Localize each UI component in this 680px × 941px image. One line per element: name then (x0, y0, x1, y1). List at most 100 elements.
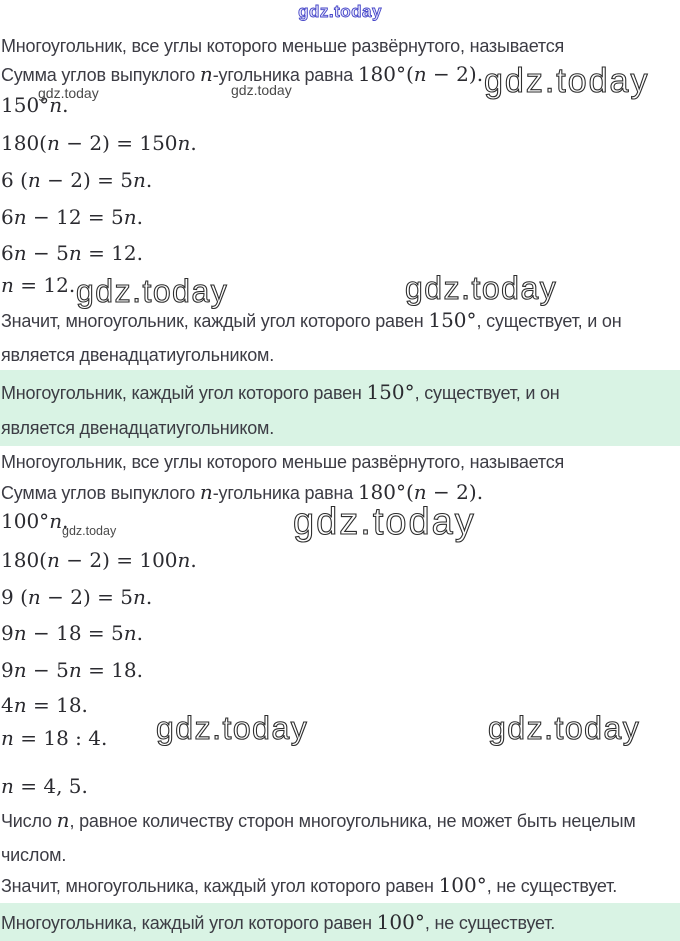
math-variable: n (46, 548, 60, 572)
text-segment: , равное количеству сторон многоугольник… (69, 811, 636, 831)
text-segment: Значит, многоугольника, каждый угол кото… (1, 876, 439, 896)
math-variable: n (1, 774, 14, 798)
math-segment: . (190, 548, 197, 572)
math-segment: 4 (1, 693, 14, 717)
math-segment: 9 (1, 658, 14, 682)
math-segment: 150° (428, 308, 477, 332)
statement-definition-1: Многоугольник, все углы которого меньше … (1, 33, 564, 61)
statement-definition-2: Многоугольник, все углы которого меньше … (1, 449, 564, 477)
reasoning-line-2: числом. (1, 842, 66, 870)
math-segment: 6 (1, 205, 14, 229)
watermark-gdz: gdz.today (404, 269, 558, 306)
answer-2: Многоугольника, каждый угол которого рав… (1, 909, 555, 938)
watermark-gdz: gdz.today (487, 709, 641, 746)
math-segment: . (190, 131, 197, 155)
math-segment: = 18. (81, 658, 143, 682)
math-variable: n (56, 808, 70, 832)
math-variable: n (68, 241, 82, 265)
math-variable: n (199, 62, 213, 86)
math-variable: n (123, 621, 137, 645)
math-variable: n (1, 273, 14, 297)
math-variable: n (1, 726, 14, 750)
equation: 100°n. (1, 508, 68, 537)
math-variable: n (13, 621, 27, 645)
text-segment: является двенадцатиугольником. (1, 345, 275, 365)
math-variable: n (46, 131, 60, 155)
equation: 6 (n − 2) = 5n. (1, 167, 152, 196)
math-segment: 6 ( (1, 168, 28, 192)
math-segment: 150° (1, 93, 50, 117)
math-segment: − 2) = 5 (40, 168, 133, 192)
math-variable: n (413, 62, 427, 86)
math-variable: n (177, 131, 191, 155)
math-segment: − 2). (426, 62, 484, 86)
equation: 180(n − 2) = 150n. (1, 130, 197, 159)
equation: 9n − 5n = 18. (1, 657, 143, 686)
math-segment: − 5 (26, 658, 69, 682)
math-segment: 100° (1, 509, 50, 533)
answer-1-line-2: является двенадцатиугольником. (1, 415, 274, 443)
equation: 9n − 18 = 5n. (1, 620, 143, 649)
math-segment: 180( (1, 131, 47, 155)
equation: 180(n − 2) = 100n. (1, 547, 197, 576)
equation: 6n − 5n = 12. (1, 240, 143, 269)
math-segment: − 18 = 5 (26, 621, 124, 645)
math-variable: n (13, 658, 27, 682)
math-segment: − 2). (426, 480, 484, 504)
watermark-gdz: gdz.today (75, 272, 229, 309)
math-segment: − 5 (26, 241, 69, 265)
math-segment: . (136, 621, 143, 645)
statement-sum-formula-1: Сумма углов выпуклого n-угольника равна … (1, 61, 483, 90)
math-segment: 180°( (357, 62, 414, 86)
highlight-block-2 (0, 903, 680, 941)
math-variable: n (13, 693, 27, 717)
math-segment: − 2) = 5 (40, 585, 133, 609)
math-variable: n (49, 93, 63, 117)
text-segment: , не существует. (424, 913, 556, 933)
math-variable: n (13, 241, 27, 265)
text-segment: Значит, многоугольник, каждый угол котор… (1, 311, 429, 331)
answer-1-line-1: Многоугольник, каждый угол которого раве… (1, 379, 560, 408)
equation: 9 (n − 2) = 5n. (1, 584, 152, 613)
math-segment: − 2) = 100 (59, 548, 178, 572)
math-variable: n (199, 480, 213, 504)
math-segment: . (145, 168, 153, 192)
math-segment: 180°( (357, 480, 414, 504)
text-segment: -угольника равна (212, 65, 358, 85)
equation: 150°n. (1, 92, 68, 121)
math-segment: − 2) = 150 (59, 131, 178, 155)
math-segment: 9 (1, 621, 14, 645)
watermark-gdz-top: gdz.today (298, 2, 382, 22)
math-segment: 100° (376, 910, 425, 934)
math-variable: n (177, 548, 191, 572)
text-segment: является двенадцатиугольником. (1, 418, 275, 438)
math-segment: 100° (438, 873, 487, 897)
text-segment: , существует, и он (414, 383, 560, 403)
conclusion-1-line-1: Значит, многоугольник, каждый угол котор… (1, 307, 622, 336)
math-segment: 150° (366, 380, 415, 404)
math-segment: 6 (1, 241, 14, 265)
math-variable: n (49, 509, 63, 533)
math-segment: − 12 = 5 (26, 205, 124, 229)
conclusion-1-line-2: является двенадцатиугольником. (1, 342, 274, 370)
text-segment: , существует, и он (476, 311, 622, 331)
math-segment: . (62, 93, 69, 117)
math-segment: = 4, 5. (13, 774, 88, 798)
highlight-block-1 (0, 370, 680, 446)
text-segment: Многоугольник, каждый угол которого раве… (1, 383, 367, 403)
equation: n = 18 : 4. (1, 725, 107, 754)
math-segment: 180( (1, 548, 47, 572)
math-variable: n (27, 168, 41, 192)
math-variable: n (413, 480, 427, 504)
watermark-gdz: gdz.today (483, 61, 650, 100)
math-variable: n (27, 585, 41, 609)
watermark-gdz: gdz.today (62, 524, 117, 538)
equation: 4n = 18. (1, 692, 88, 721)
math-segment: . (145, 585, 153, 609)
math-segment: = 12. (81, 241, 143, 265)
math-variable: n (68, 658, 82, 682)
reasoning-line-1: Число n, равное количеству сторон многоу… (1, 807, 636, 836)
text-segment: , не существует. (486, 876, 617, 896)
math-variable: n (132, 585, 146, 609)
